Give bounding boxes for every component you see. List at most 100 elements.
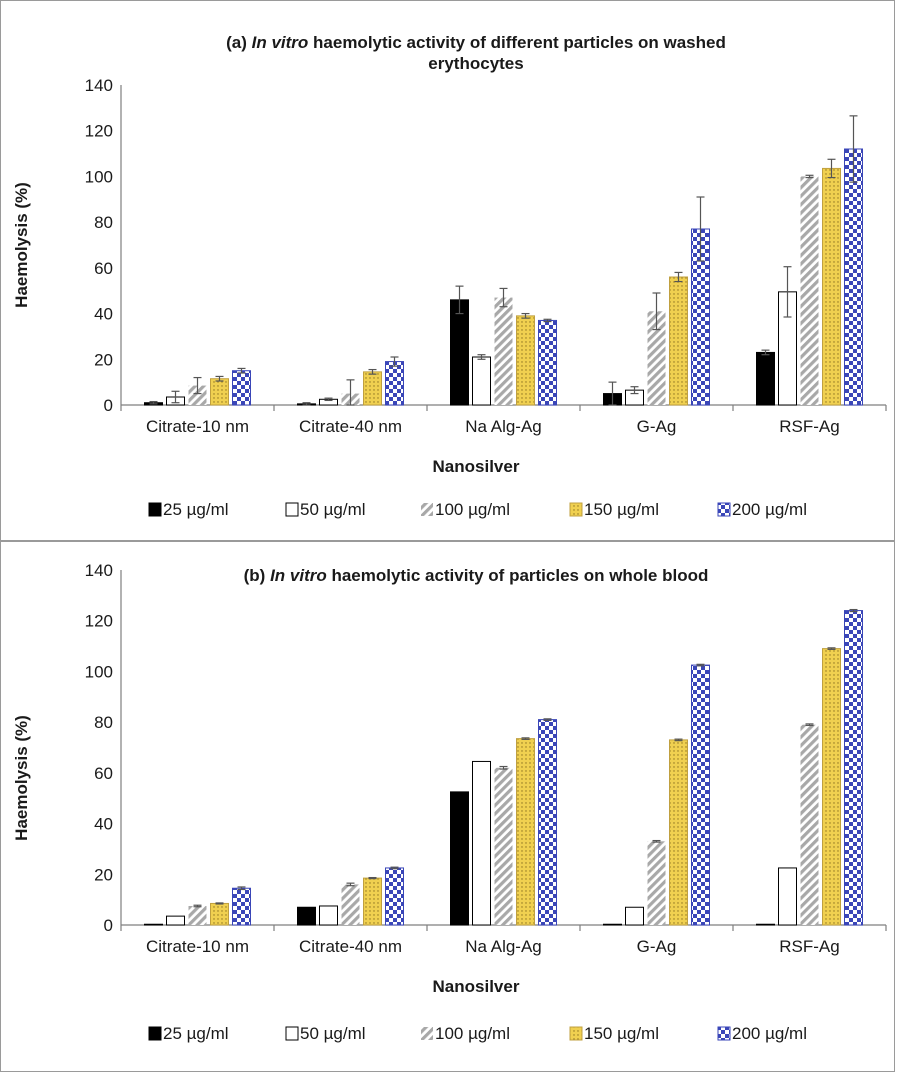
- legend-swatch: [285, 502, 299, 517]
- error-bar: [215, 375, 224, 382]
- chart-panel-a: (a) In vitro haemolytic activity of diff…: [0, 0, 895, 541]
- y-tick-label: 80: [94, 213, 113, 232]
- bar: [647, 311, 666, 405]
- bar: [166, 915, 185, 926]
- bar: [494, 297, 513, 405]
- error-bar: [477, 354, 486, 360]
- error-bar: [783, 266, 792, 318]
- y-tick-label: 40: [94, 305, 113, 324]
- x-category-label: Citrate-40 nm: [299, 937, 402, 956]
- error-bar: [324, 397, 333, 402]
- error-bar: [674, 738, 683, 742]
- bar: [472, 356, 491, 406]
- legend-swatch: [569, 502, 583, 517]
- error-bar: [849, 608, 858, 613]
- error-bar: [849, 115, 858, 183]
- x-category-label: Na Alg-Ag: [465, 417, 542, 436]
- x-category-label: Citrate-10 nm: [146, 937, 249, 956]
- legend-label: 150 µg/ml: [584, 1024, 659, 1043]
- bar: [778, 867, 797, 926]
- y-tick-label: 100: [85, 662, 113, 681]
- bar: [363, 877, 382, 926]
- chart-a-title-line2: erythocytes: [428, 54, 523, 73]
- error-bar: [805, 174, 814, 179]
- bar: [800, 724, 819, 925]
- error-bar: [455, 285, 464, 315]
- chart-a-x-axis-label: Nanosilver: [433, 457, 520, 476]
- legend-swatch: [148, 502, 162, 517]
- legend-swatch: [148, 1026, 162, 1041]
- error-bar: [346, 882, 355, 887]
- error-bar: [696, 196, 705, 262]
- y-tick-label: 140: [85, 76, 113, 95]
- bar: [516, 315, 535, 406]
- y-tick-label: 0: [104, 396, 113, 415]
- legend-swatch: [421, 1027, 433, 1040]
- bar: [822, 648, 841, 926]
- error-bar: [368, 368, 377, 375]
- error-bar: [674, 271, 683, 283]
- bar: [844, 148, 863, 406]
- legend-swatch: [717, 502, 731, 517]
- y-tick-label: 20: [94, 350, 113, 369]
- x-category-label: G-Ag: [637, 417, 677, 436]
- chart-a-y-axis-label: Haemolysis (%): [12, 182, 31, 308]
- y-tick-label: 120: [85, 122, 113, 141]
- legend-label: 200 µg/ml: [732, 1024, 807, 1043]
- bar: [188, 905, 207, 925]
- legend-swatch: [717, 1026, 731, 1041]
- error-bar: [652, 839, 661, 843]
- bar: [385, 867, 404, 926]
- error-bar: [499, 765, 508, 770]
- y-tick-label: 80: [94, 713, 113, 732]
- bar: [756, 351, 775, 406]
- error-bar: [521, 312, 530, 319]
- error-bar: [390, 356, 399, 367]
- bar: [603, 923, 622, 926]
- chart-panel-b: (b) In vitro haemolytic activity of part…: [0, 541, 895, 1072]
- bar: [691, 664, 710, 926]
- error-bar: [761, 349, 770, 356]
- bar: [210, 378, 229, 406]
- error-bar: [521, 737, 530, 740]
- error-bar: [827, 158, 836, 179]
- error-bar: [543, 718, 552, 721]
- legend-label: 150 µg/ml: [584, 500, 659, 519]
- x-category-label: G-Ag: [637, 937, 677, 956]
- error-bar: [302, 402, 311, 406]
- bar: [210, 902, 229, 926]
- y-tick-label: 20: [94, 865, 113, 884]
- error-bar: [237, 886, 246, 891]
- bar: [669, 739, 688, 926]
- bar: [516, 738, 535, 926]
- error-bar: [193, 376, 202, 395]
- bar: [844, 610, 863, 926]
- legend-label: 100 µg/ml: [435, 500, 510, 519]
- bar: [669, 276, 688, 406]
- bar: [144, 923, 163, 926]
- y-tick-label: 120: [85, 612, 113, 631]
- bar: [494, 767, 513, 925]
- chart-b-svg: (b) In vitro haemolytic activity of part…: [12, 561, 887, 1043]
- error-bar: [499, 287, 508, 308]
- error-bar: [608, 381, 617, 406]
- legend-label: 100 µg/ml: [435, 1024, 510, 1043]
- y-tick-label: 60: [94, 764, 113, 783]
- bar: [756, 923, 775, 926]
- legend-label: 50 µg/ml: [300, 500, 366, 519]
- bar: [341, 884, 360, 925]
- y-tick-label: 60: [94, 259, 113, 278]
- error-bar: [193, 904, 202, 908]
- bar: [385, 361, 404, 406]
- legend-label: 50 µg/ml: [300, 1024, 366, 1043]
- error-bar: [346, 379, 355, 406]
- bar: [800, 176, 819, 405]
- bar: [297, 906, 316, 926]
- error-bar: [805, 723, 814, 727]
- bar: [472, 760, 491, 926]
- error-bar: [237, 367, 246, 374]
- legend-label: 25 µg/ml: [163, 500, 229, 519]
- bar: [450, 791, 469, 926]
- y-tick-label: 0: [104, 916, 113, 935]
- bar: [363, 371, 382, 406]
